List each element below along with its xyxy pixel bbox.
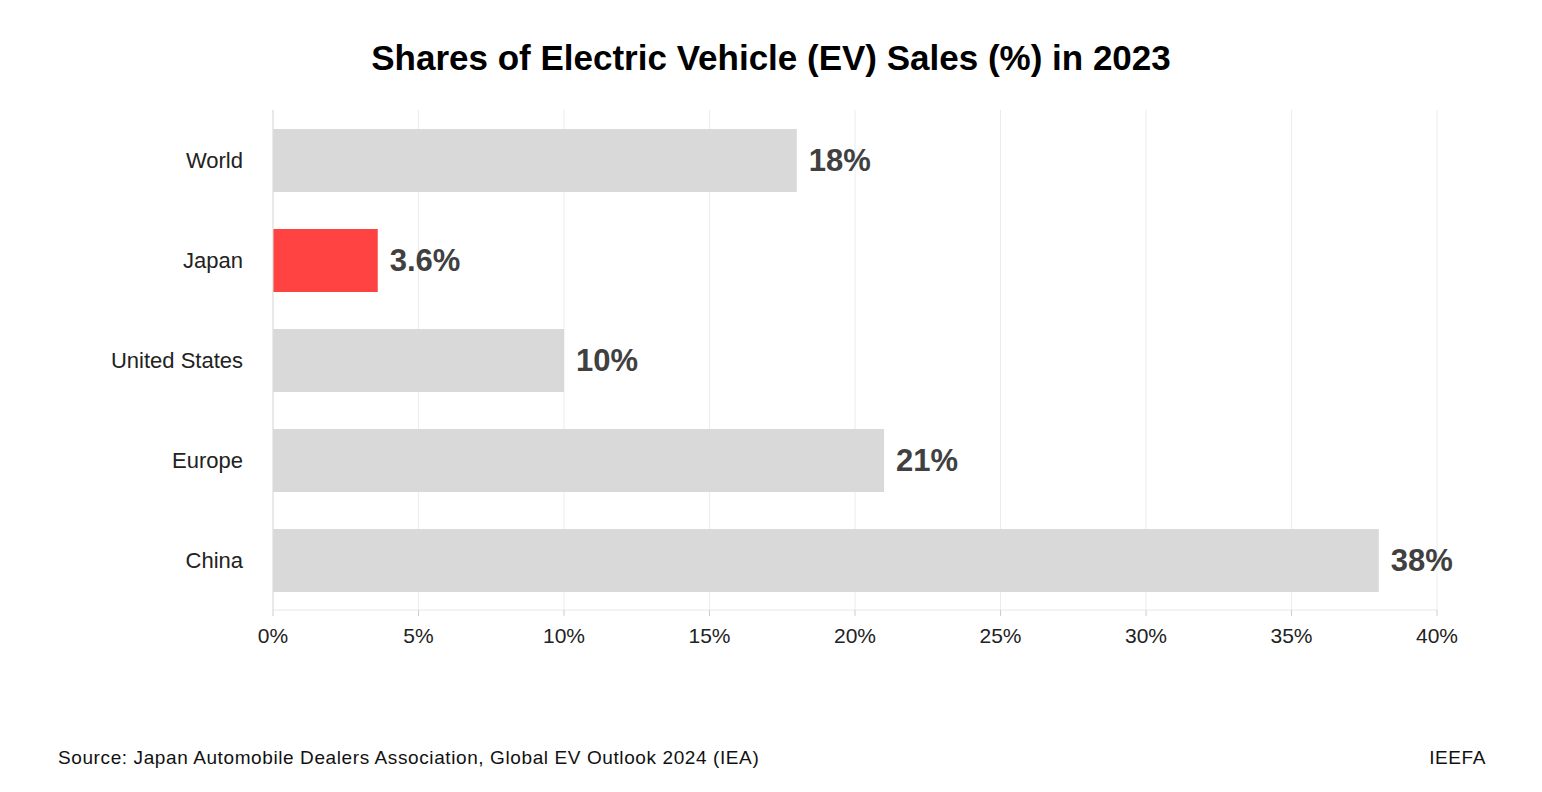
svg-text:United States: United States	[111, 348, 243, 373]
svg-text:30%: 30%	[1125, 624, 1167, 647]
svg-text:40%: 40%	[1416, 624, 1458, 647]
svg-text:10%: 10%	[543, 624, 585, 647]
svg-text:25%: 25%	[979, 624, 1021, 647]
svg-text:35%: 35%	[1270, 624, 1312, 647]
svg-text:China: China	[186, 548, 244, 573]
svg-text:5%: 5%	[403, 624, 433, 647]
svg-text:18%: 18%	[809, 143, 871, 178]
svg-text:20%: 20%	[834, 624, 876, 647]
svg-text:21%: 21%	[896, 443, 958, 478]
html-text:Shares of Electric Vehicle (EV: Shares of Electric Vehicle (EV) Sales (%…	[371, 38, 1171, 77]
svg-text:Japan: Japan	[183, 248, 243, 273]
svg-text:World: World	[186, 148, 243, 173]
svg-text:38%: 38%	[1391, 543, 1453, 578]
svg-text:15%: 15%	[688, 624, 730, 647]
svg-text:3.6%: 3.6%	[390, 243, 461, 278]
html-text:IEEFA: IEEFA	[1429, 747, 1486, 768]
html-text:Source: Japan Automobile Deale: Source: Japan Automobile Dealers Associa…	[58, 747, 760, 768]
svg-text:0%: 0%	[258, 624, 288, 647]
svg-text:10%: 10%	[576, 343, 638, 378]
svg-text:Europe: Europe	[172, 448, 243, 473]
